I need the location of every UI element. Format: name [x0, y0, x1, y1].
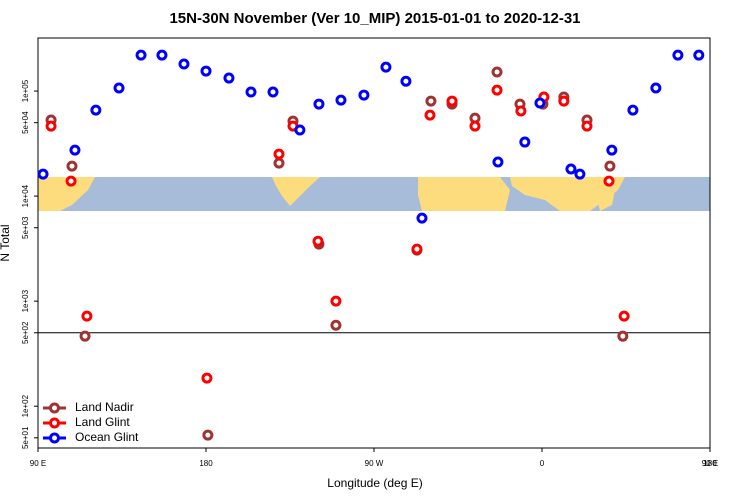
x-tick-label: 90 E: [30, 459, 46, 468]
point: [223, 72, 235, 84]
point: [618, 310, 630, 322]
point: [65, 175, 77, 187]
point: [330, 319, 342, 331]
point: [469, 120, 481, 132]
point: [558, 95, 570, 107]
point: [492, 156, 504, 168]
point: [491, 66, 503, 78]
point: [113, 82, 125, 94]
point: [81, 310, 93, 322]
point: [627, 104, 639, 116]
point: [650, 82, 662, 94]
y-tick-label: 1e+03: [21, 289, 30, 312]
point: [37, 168, 49, 180]
y-tick-label: 5e+01: [21, 426, 30, 449]
x-tick-label: 180: [703, 459, 717, 468]
point: [135, 49, 147, 61]
y-tick-label: 5e+03: [21, 216, 30, 239]
point: [156, 49, 168, 61]
y-tick-label: 1e+05: [21, 79, 30, 102]
y-tick-label: 1e+02: [21, 394, 30, 417]
point: [335, 94, 347, 106]
point: [178, 58, 190, 70]
x-tick-label: 0: [540, 459, 545, 468]
point: [267, 86, 279, 98]
point: [69, 144, 81, 156]
point: [201, 372, 213, 384]
map-strip: [38, 177, 710, 211]
x-tick-label: 90 W: [365, 459, 384, 468]
point: [425, 95, 437, 107]
plot-frame: [37, 37, 711, 449]
legend-marker: [49, 417, 60, 429]
point: [519, 136, 531, 148]
point: [313, 98, 325, 110]
legend-label: Land Nadir: [75, 400, 134, 414]
point: [603, 175, 615, 187]
point: [693, 49, 705, 61]
point: [581, 120, 593, 132]
point: [574, 168, 586, 180]
point: [358, 89, 370, 101]
point: [400, 75, 412, 87]
point: [672, 49, 684, 61]
point: [79, 330, 91, 342]
y-axis-label: N Total: [0, 224, 12, 261]
point: [273, 148, 285, 160]
point: [565, 163, 577, 175]
point: [294, 124, 306, 136]
point: [200, 65, 212, 77]
point: [90, 104, 102, 116]
x-axis-label: Longitude (deg E): [327, 476, 422, 490]
point: [330, 295, 342, 307]
chart-title: 15N-30N November (Ver 10_MIP) 2015-01-01…: [169, 10, 580, 27]
legend-marker: [49, 402, 60, 414]
legend-marker: [49, 432, 60, 444]
y-tick-label: 5e+02: [21, 321, 30, 344]
point: [202, 429, 214, 441]
x-tick-label: 90 E: [702, 459, 718, 468]
point: [491, 84, 503, 96]
point: [515, 105, 527, 117]
point: [446, 95, 458, 107]
point: [245, 86, 257, 98]
point: [45, 120, 57, 132]
point: [606, 144, 618, 156]
point: [416, 212, 428, 224]
point: [534, 97, 546, 109]
point: [617, 330, 629, 342]
point: [380, 61, 392, 73]
legend-label: Land Glint: [75, 415, 130, 429]
y-tick-label: 1e+04: [21, 184, 30, 207]
point: [604, 160, 616, 172]
legend-label: Ocean Glint: [75, 430, 139, 444]
point: [312, 235, 324, 247]
point: [411, 243, 423, 255]
point: [66, 160, 78, 172]
y-tick-label: 5e+04: [21, 111, 30, 134]
point: [273, 157, 285, 169]
x-tick-label: 180: [199, 459, 213, 468]
point: [424, 109, 436, 121]
